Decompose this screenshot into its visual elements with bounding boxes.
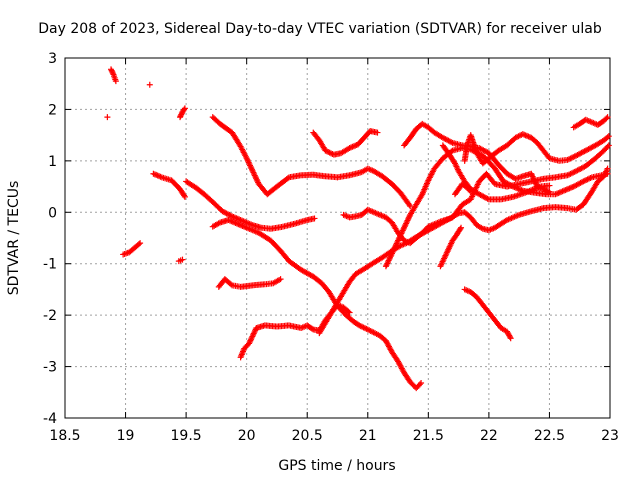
data-point [604,114,611,121]
y-tick-label: 2 [48,102,57,118]
series-s22 [437,224,465,270]
data-point [418,380,425,387]
series-s2 [104,114,111,121]
data-point [104,114,111,121]
data-point [181,192,188,199]
y-tick-label: 3 [48,51,57,67]
data-point [227,212,234,219]
series-s12 [237,301,353,361]
data-point [604,170,611,177]
series-s7 [150,170,188,200]
x-tick-label: 20.5 [292,428,323,444]
x-axis-label: GPS time / hours [278,458,395,474]
data-point [416,381,423,388]
series-s9 [209,114,414,210]
data-point [112,78,119,85]
x-tick-label: 22 [480,428,498,444]
data-point [604,165,611,172]
data-point [179,256,186,263]
x-tick-label: 18.5 [49,428,80,444]
x-tick-label: 20 [238,428,256,444]
series-s20 [570,114,611,131]
series-s6 [175,256,186,265]
series-s1 [108,66,119,85]
series-s16 [382,145,611,270]
y-tick-label: -2 [43,308,57,324]
y-tick-label: -1 [43,257,57,273]
x-tick-label: 22.5 [534,428,565,444]
data-point [605,133,612,140]
data-point [605,142,612,149]
data-point [109,70,116,77]
series-s10 [209,217,425,392]
y-axis-label: SDTVAR / TECUs [6,181,22,296]
x-tick-label: 21.5 [413,428,444,444]
series-s13 [310,128,381,158]
data-point [181,105,188,112]
series-s19 [461,131,612,167]
series-s3 [146,81,153,88]
data-point [458,224,465,231]
data-point [345,308,352,315]
data-point [448,139,455,146]
y-tick-label: 1 [48,154,57,170]
x-tick-label: 21 [359,428,377,444]
series-s8 [183,178,318,232]
x-tick-label: 19 [117,428,135,444]
data-point [603,115,610,122]
plot-frame [64,57,611,419]
y-tick-label: -3 [43,360,57,376]
data-point [374,129,381,136]
series-s5 [120,240,144,258]
series-s4 [177,105,188,121]
data-point [181,106,188,113]
chart-title: Day 208 of 2023, Sidereal Day-to-day VTE… [38,21,602,37]
x-tick-label: 19.5 [171,428,202,444]
data-point [506,333,513,340]
data-point [277,276,284,283]
data-point [508,182,515,189]
data-point [309,325,316,332]
x-tick-label: 23 [601,428,619,444]
data-point [137,240,144,247]
data-point [135,241,142,248]
data-point [311,215,318,222]
series-s21 [461,286,514,342]
data-point [181,193,188,200]
tick-layer: 18.5 19 19.5 20 20.5 21 21.5 22 22.5 23-4-3-2-101… [43,51,619,444]
data-point [457,226,464,232]
data-point [546,182,553,189]
grid-layer [65,58,610,418]
data-point [466,187,473,194]
data-point [407,203,414,210]
data-point [227,281,234,288]
data-point [467,188,474,195]
data-point [546,188,553,195]
y-tick-label: 0 [48,205,57,221]
data-point [346,309,353,316]
data-point [406,201,413,208]
data-point [146,81,153,88]
data-point [507,335,514,342]
y-tick-label: -4 [43,411,57,427]
data-point [604,143,611,150]
data-point [484,195,491,202]
data-point [604,134,611,141]
data-marks [104,66,612,392]
series-s18 [439,142,553,203]
series-s15 [340,142,612,247]
data-point [284,175,291,182]
series-s11 [215,276,284,290]
series-s23 [451,181,474,198]
